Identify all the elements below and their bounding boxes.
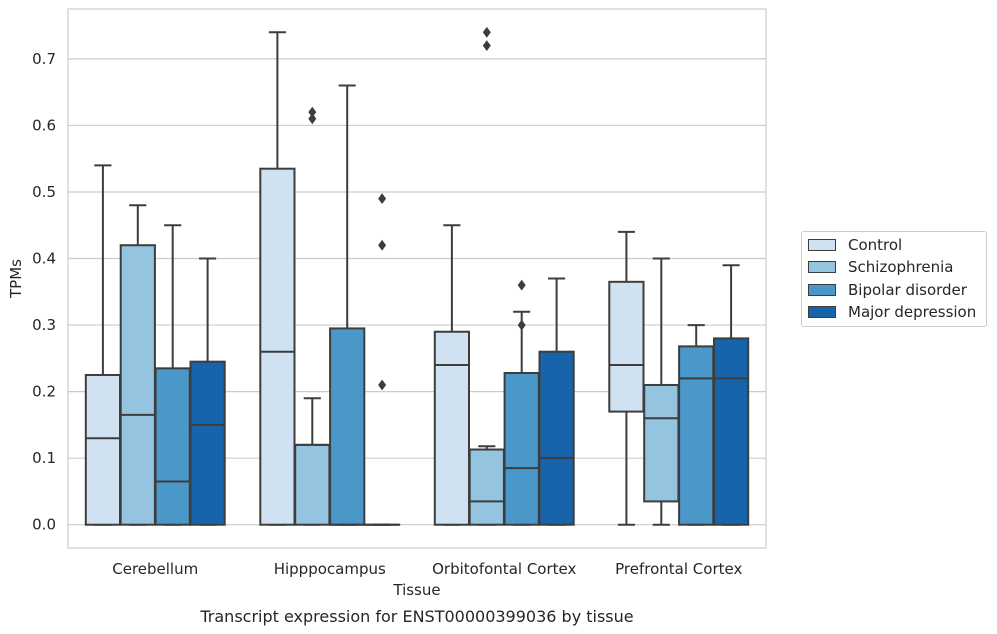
outlier-point bbox=[308, 106, 317, 118]
box-body bbox=[329, 327, 366, 526]
outlier-point bbox=[378, 379, 387, 391]
legend-swatch-major-depression bbox=[808, 306, 836, 318]
outlier-point bbox=[482, 26, 491, 38]
y-tick-label: 0.3 bbox=[32, 316, 56, 334]
outlier-point bbox=[482, 40, 491, 51]
y-tick-label: 0.2 bbox=[32, 383, 56, 401]
outlier-point bbox=[308, 113, 317, 125]
outlier-point bbox=[517, 319, 526, 331]
box-body bbox=[468, 448, 505, 526]
x-axis-label: Tissue bbox=[392, 581, 440, 599]
box-schizophrenia-prefrontal-cortex bbox=[643, 257, 680, 526]
legend-swatch-control bbox=[808, 239, 836, 251]
box-bipolar-disorder-hipppocampus bbox=[329, 84, 366, 526]
legend-item-major-depression: Major depression bbox=[808, 301, 976, 323]
legend-item-bipolar-disorder: Bipolar disorder bbox=[808, 279, 967, 301]
y-tick-label: 0.4 bbox=[32, 250, 56, 268]
box-control-orbitofontal-cortex bbox=[433, 224, 471, 526]
box-major-depression-cerebellum bbox=[189, 257, 226, 526]
y-tick-label: 0.6 bbox=[32, 116, 56, 134]
y-tick-label: 0.7 bbox=[32, 50, 56, 68]
legend-item-control: Control bbox=[808, 234, 902, 256]
box-control-prefrontal-cortex bbox=[608, 230, 645, 526]
box-body bbox=[433, 330, 471, 526]
legend-label-control: Control bbox=[848, 236, 903, 254]
box-schizophrenia-orbitofontal-cortex bbox=[468, 26, 505, 526]
box-body bbox=[189, 360, 226, 526]
legend: Control Schizophrenia Bipolar disorder M… bbox=[801, 231, 987, 327]
plot-area-frame bbox=[67, 8, 767, 549]
box-body bbox=[503, 371, 540, 526]
box-major-depression-prefrontal-cortex bbox=[712, 264, 750, 526]
outlier-point bbox=[378, 193, 387, 205]
legend-swatch-bipolar-disorder bbox=[808, 284, 836, 296]
box-body bbox=[643, 383, 680, 503]
x-tick-labels: Cerebellum Hipppocampus Orbitofontal Corte… bbox=[112, 560, 742, 578]
box-body bbox=[608, 280, 645, 413]
legend-label-schizophrenia: Schizophrenia bbox=[848, 258, 954, 276]
x-tick-label: Cerebellum bbox=[112, 560, 198, 578]
figure-caption: Transcript expression for ENST0000039903… bbox=[200, 607, 634, 626]
outlier-point bbox=[517, 279, 526, 291]
x-tick-label: Hipppocampus bbox=[274, 560, 386, 578]
box-schizophrenia-cerebellum bbox=[119, 204, 156, 526]
legend-swatch-schizophrenia bbox=[808, 261, 836, 273]
x-tick-label: Prefrontal Cortex bbox=[615, 560, 742, 578]
legend-label-bipolar-disorder: Bipolar disorder bbox=[848, 281, 967, 299]
box-body bbox=[154, 367, 191, 526]
legend-label-major-depression: Major depression bbox=[848, 303, 977, 321]
legend-item-schizophrenia: Schizophrenia bbox=[808, 256, 953, 278]
box-body bbox=[119, 244, 156, 526]
x-tick-label: Orbitofontal Cortex bbox=[432, 560, 576, 578]
y-tick-label: 0.1 bbox=[32, 449, 56, 467]
box-bipolar-disorder-prefrontal-cortex bbox=[678, 324, 715, 526]
y-tick-label: 0.0 bbox=[32, 516, 56, 534]
box-body bbox=[538, 350, 575, 526]
box-body bbox=[84, 373, 122, 526]
outlier-point bbox=[378, 239, 387, 251]
y-tick-labels: 0.0 0.1 0.2 0.3 0.4 0.5 0.6 0.7 bbox=[32, 50, 56, 534]
y-tick-label: 0.5 bbox=[32, 183, 56, 201]
box-body bbox=[259, 167, 296, 526]
box-control-hipppocampus bbox=[259, 31, 296, 526]
box-major-depression-orbitofontal-cortex bbox=[538, 277, 575, 526]
boxes bbox=[84, 26, 750, 526]
box-control-cerebellum bbox=[84, 164, 122, 526]
box-body bbox=[294, 443, 331, 526]
y-axis-label: TPMs bbox=[7, 259, 25, 299]
box-body bbox=[678, 345, 715, 526]
box-body bbox=[712, 337, 750, 526]
box-major-depression-hipppocampus bbox=[363, 193, 401, 526]
box-schizophrenia-hipppocampus bbox=[294, 106, 331, 526]
box-bipolar-disorder-orbitofontal-cortex bbox=[503, 279, 540, 526]
box-bipolar-disorder-cerebellum bbox=[154, 224, 191, 526]
